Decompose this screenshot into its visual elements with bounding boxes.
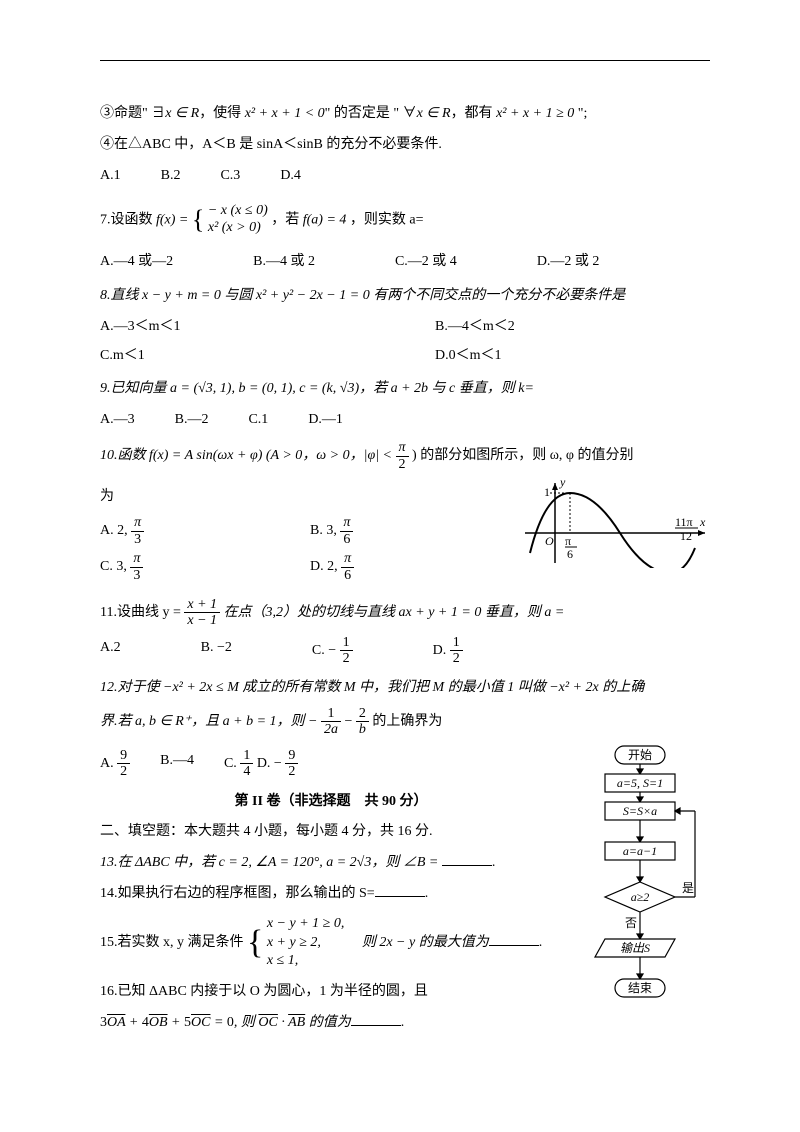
svg-text:开始: 开始 [628, 748, 652, 762]
opt-a: A.—4 或—2 [100, 249, 173, 274]
question-13: 13.在 ΔABC 中，若 c = 2, ∠A = 120°, a = 2√3，… [100, 850, 562, 875]
svg-text:x: x [699, 515, 706, 529]
svg-text:12: 12 [680, 529, 692, 543]
opt-d: D. 2, π6 [310, 551, 460, 583]
opt-d: D.0＜m＜1 [435, 343, 710, 368]
question-12-line2: 界.若 a, b ∈ R⁺，且 a + b = 1，则 − 12a − 2b 的… [100, 706, 710, 738]
q10-fd: 2 [396, 457, 409, 472]
opt-c: C. − 12 [312, 635, 353, 667]
opt-b: B. 3, π6 [310, 515, 460, 547]
question-7: 7.设函数 f(x) = { − x (x ≤ 0) x² (x > 0) ，若… [100, 197, 710, 244]
opt-b: B. −2 [201, 635, 232, 667]
brace-icon: { [192, 205, 204, 234]
svg-text:输出S: 输出S [620, 941, 650, 955]
q12-options: A. 92 B.—4 C. 14 D. − 92 [100, 748, 562, 780]
q3-var2: x ∈ R [417, 106, 451, 121]
sine-graph: y x O 1 π 6 11π 12 [520, 478, 710, 577]
svg-text:a≥2: a≥2 [631, 890, 650, 904]
q10-fn: π [396, 440, 409, 456]
q7-t1: 7.设函数 [100, 212, 156, 227]
q3-prefix: ③命题" ∃ [100, 106, 165, 121]
q3-mid2: " 的否定是 " ∀ [325, 106, 417, 121]
opt-d: D. 12 [433, 635, 463, 667]
svg-text:6: 6 [567, 547, 573, 561]
svg-text:S=S×a: S=S×a [623, 804, 657, 818]
svg-text:是: 是 [682, 881, 694, 895]
opt-b: B.—4 或 2 [253, 249, 315, 274]
opt-a: A.1 [100, 163, 121, 188]
opt-a: A. 92 [100, 748, 130, 780]
q7-t3: ，则实数 a= [350, 212, 424, 227]
statement-4: ④在△ABC 中，A＜B 是 sinA＜sinB 的充分不必要条件. [100, 132, 710, 157]
q7-piece2: x² (x > 0) [208, 220, 268, 237]
q3-mid3: ，都有 [451, 106, 497, 121]
opt-b: B.2 [161, 163, 181, 188]
question-15: 15.若实数 x, y 满足条件 { x − y + 1 ≥ 0, x + y … [100, 912, 562, 973]
opt-c: C. 14 D. − 92 [224, 748, 298, 780]
blank [489, 931, 539, 946]
svg-text:1: 1 [544, 485, 550, 499]
section-2-title: 第 II 卷（非选择题 共 90 分） [100, 789, 562, 814]
opt-d: D.—1 [308, 407, 343, 432]
question-14: 14.如果执行右边的程序框图，那么输出的 S=. [100, 881, 562, 906]
blank [351, 1011, 401, 1026]
opt-d: D.—2 或 2 [537, 249, 600, 274]
q3-suffix: "; [574, 106, 587, 121]
question-11: 11.设曲线 y = x + 1x − 1 在点（3,2）处的切线与直线 ax … [100, 597, 710, 629]
opt-c: C. 3, π3 [100, 551, 250, 583]
question-8: 8.直线 x − y + m = 0 与圆 x² + y² − 2x − 1 =… [100, 283, 710, 308]
svg-text:否: 否 [625, 916, 637, 930]
q11-t2: 在点（3,2）处的切线与直线 ax + y + 1 = 0 垂直，则 a = [224, 605, 565, 620]
opt-b: B.—2 [175, 407, 209, 432]
q7-t2: ，若 [271, 212, 303, 227]
opt-c: C.3 [220, 163, 240, 188]
svg-text:O: O [545, 534, 554, 548]
question-10: 10.函数 f(x) = A sin(ωx + φ) (A > 0，ω > 0，… [100, 440, 710, 472]
opt-b: B.—4＜m＜2 [435, 314, 710, 339]
opt-c: C.1 [248, 407, 268, 432]
q11-options: A.2 B. −2 C. − 12 D. 12 [100, 635, 710, 667]
q3-var: x ∈ R [165, 106, 199, 121]
svg-text:a=a−1: a=a−1 [623, 844, 657, 858]
question-12-line1: 12.对于使 −x² + 2x ≤ M 成立的所有常数 M 中，我们把 M 的最… [100, 675, 710, 700]
fill-intro: 二、填空题：本大题共 4 小题，每小题 4 分，共 16 分. [100, 819, 562, 844]
q10-t1: 10.函数 f(x) = A sin(ωx + φ) (A > 0，ω > 0，… [100, 449, 396, 464]
q10-options: A. 2, π3 B. 3, π6 C. 3, π3 D. 2, π6 [100, 515, 512, 583]
q3-expr2: x² + x + 1 ≥ 0 [496, 106, 574, 121]
opt-c: C.—2 或 4 [395, 249, 457, 274]
opt-a: A. 2, π3 [100, 515, 250, 547]
question-16-line1: 16.已知 ΔABC 内接于以 O 为圆心，1 为半径的圆，且 [100, 979, 562, 1004]
opt-b: B.—4 [160, 748, 194, 780]
q9-options: A.—3 B.—2 C.1 D.—1 [100, 407, 710, 432]
blank [375, 882, 425, 897]
q3-mid: ，使得 [199, 106, 245, 121]
svg-text:结束: 结束 [628, 981, 652, 995]
question-9: 9.已知向量 a = (√3, 1), b = (0, 1), c = (k, … [100, 376, 710, 401]
svg-text:a=5, S=1: a=5, S=1 [617, 776, 663, 790]
q7-fx: f(x) = [156, 212, 188, 227]
opt-d: D.4 [280, 163, 301, 188]
q7-fa: f(a) = 4 [303, 212, 347, 227]
q4-options: A.1 B.2 C.3 D.4 [100, 163, 710, 188]
opt-a: A.—3 [100, 407, 135, 432]
q7-piece1: − x (x ≤ 0) [208, 203, 268, 220]
q11-t1: 11.设曲线 y = [100, 605, 184, 620]
blank [442, 851, 492, 866]
top-rule [100, 60, 710, 61]
q7-options: A.—4 或—2 B.—4 或 2 C.—2 或 4 D.—2 或 2 [100, 249, 710, 274]
q8-options: A.—3＜m＜1 B.—4＜m＜2 C.m＜1 D.0＜m＜1 [100, 314, 710, 368]
question-16-line2: 3OA + 4OB + 5OC = 0, 则 OC · AB 的值为. [100, 1010, 562, 1035]
q3-expr1: x² + x + 1 < 0 [245, 106, 325, 121]
brace-icon: { [247, 924, 263, 961]
flowchart: 开始 a=5, S=1 S=S×a a=a−1 a≥2 是 否 输出S 结束 [570, 744, 710, 1063]
svg-text:π: π [565, 534, 571, 548]
svg-text:11π: 11π [675, 515, 693, 529]
svg-text:y: y [559, 478, 566, 489]
opt-a: A.—3＜m＜1 [100, 314, 375, 339]
q10-t2: ) 的部分如图所示，则 ω, φ 的值分别 [412, 449, 633, 464]
statement-3: ③命题" ∃x ∈ R，使得 x² + x + 1 < 0" 的否定是 " ∀x… [100, 101, 710, 126]
opt-c: C.m＜1 [100, 343, 375, 368]
opt-a: A.2 [100, 635, 121, 667]
q10-t3: 为 [100, 484, 512, 509]
